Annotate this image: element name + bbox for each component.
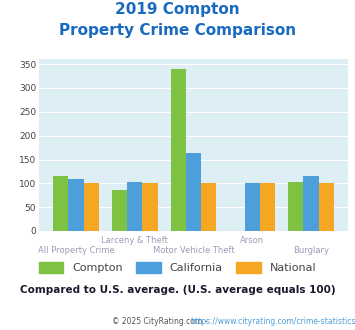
Text: Compared to U.S. average. (U.S. average equals 100): Compared to U.S. average. (U.S. average … [20,285,335,295]
Text: © 2025 CityRating.com - https://www.cityrating.com/crime-statistics/: © 2025 CityRating.com - https://www.city… [0,329,1,330]
Bar [69,179,84,231]
Bar [288,182,303,231]
Text: Motor Vehicle Theft: Motor Vehicle Theft [153,246,234,255]
Text: Larceny & Theft: Larceny & Theft [101,236,168,245]
Legend: Compton, California, National: Compton, California, National [39,262,316,273]
Bar [170,69,186,231]
Bar [127,182,142,231]
Bar [142,183,158,231]
Bar [186,153,201,231]
Bar [112,190,127,231]
Bar [84,183,99,231]
Text: https://www.cityrating.com/crime-statistics/: https://www.cityrating.com/crime-statist… [190,317,355,326]
Bar [318,183,334,231]
Text: Arson: Arson [240,236,264,245]
Text: Burglary: Burglary [293,246,329,255]
Bar [303,176,318,231]
Text: Property Crime Comparison: Property Crime Comparison [59,23,296,38]
Bar [260,183,275,231]
Bar [245,183,260,231]
Text: © 2025 CityRating.com -: © 2025 CityRating.com - [112,317,209,326]
Text: All Property Crime: All Property Crime [38,246,114,255]
Bar [53,176,69,231]
Text: 2019 Compton: 2019 Compton [115,2,240,16]
Bar [201,183,217,231]
